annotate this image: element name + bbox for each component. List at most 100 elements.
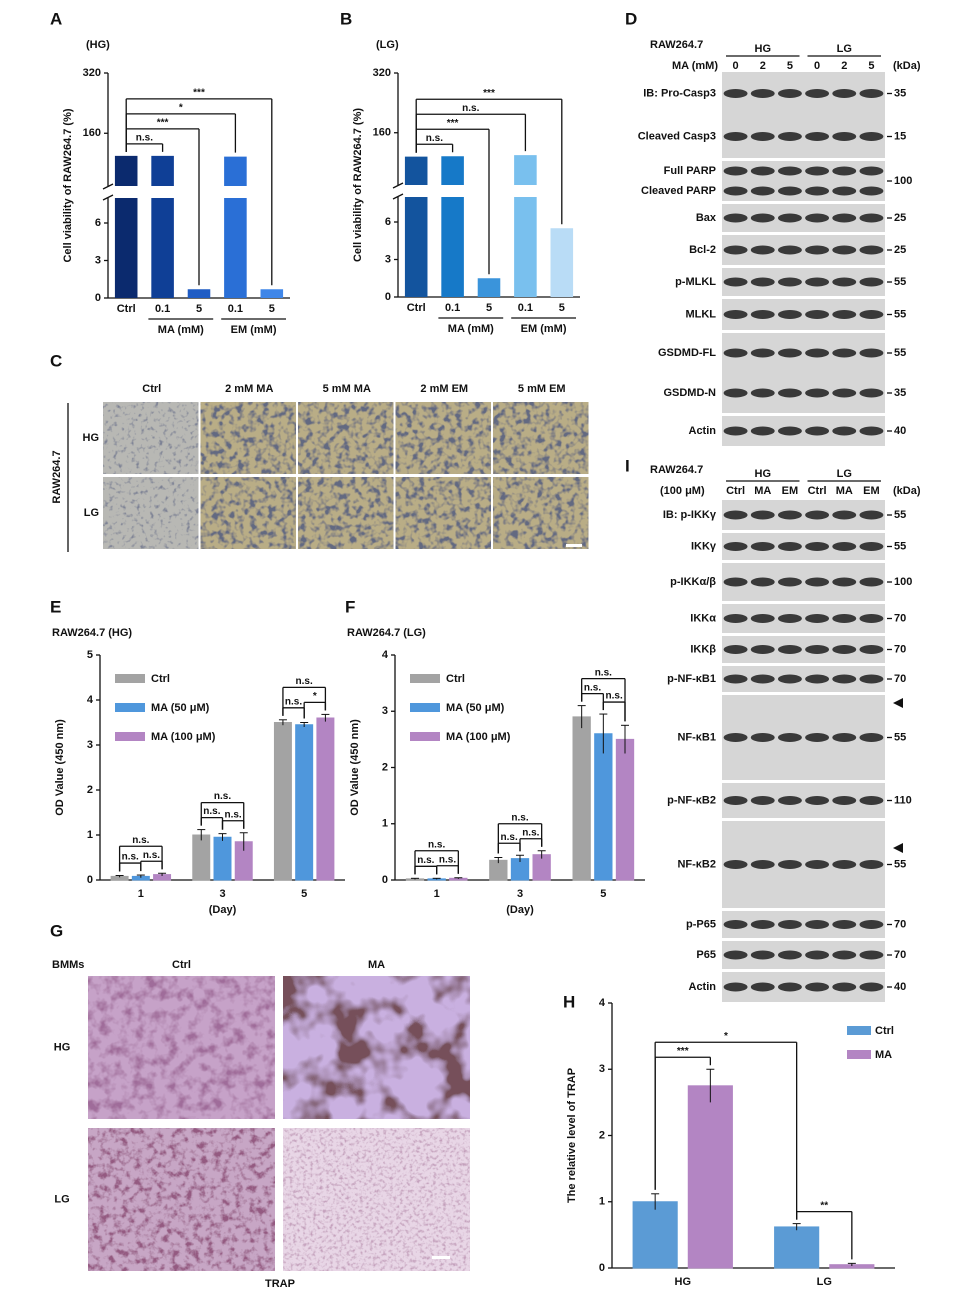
blot-band <box>805 860 830 869</box>
blot-band <box>723 132 748 141</box>
blot-strip <box>722 666 885 692</box>
blot-band <box>832 510 857 520</box>
kda-label: 40 <box>894 425 906 437</box>
column-label: 2 mM MA <box>225 383 273 395</box>
blot-band <box>859 510 884 520</box>
blot-band <box>723 426 748 436</box>
kda-label: 40 <box>894 981 906 993</box>
significance-label: * <box>179 103 183 114</box>
bar <box>514 197 537 297</box>
bar <box>224 156 247 186</box>
significance-label: n.s. <box>296 676 313 687</box>
blot-band <box>805 542 830 551</box>
x-tick-label: 0.1 <box>518 302 533 314</box>
blot-band <box>805 796 830 805</box>
blot-band <box>750 860 775 869</box>
significance-label: n.s. <box>428 839 445 850</box>
legend-swatch <box>115 674 145 683</box>
significance-label: n.s. <box>584 682 601 693</box>
blot-band <box>777 542 802 551</box>
kda-label: 25 <box>894 212 906 224</box>
blot-band <box>750 982 775 992</box>
y-axis-label: Cell viability of RAW264.7 (%) <box>62 108 74 262</box>
blot-strip <box>722 941 885 969</box>
bar <box>404 156 428 185</box>
lane-label: 2 <box>841 60 847 72</box>
significance-label: n.s. <box>462 103 479 114</box>
blot-band <box>723 645 748 654</box>
blot-band <box>832 245 857 255</box>
micrograph <box>283 976 470 1119</box>
blot-band <box>805 245 830 255</box>
unit-label: (kDa) <box>893 485 921 497</box>
panel-letter: G <box>50 921 63 940</box>
blot-label: NF-κB1 <box>677 731 716 743</box>
blot-band <box>723 950 748 960</box>
axis-break <box>102 194 114 201</box>
bar <box>404 197 428 297</box>
blot-band <box>777 310 802 319</box>
group-label: LG <box>837 43 852 55</box>
y-tick-label: 4 <box>382 649 389 661</box>
blot-band <box>777 426 802 436</box>
kda-label: 55 <box>894 731 906 743</box>
blot-band <box>723 614 748 623</box>
blot-band <box>832 277 857 287</box>
blot-band <box>859 132 884 141</box>
kda-label: 55 <box>894 308 906 320</box>
blot-label: GSDMD-N <box>663 387 716 399</box>
blot-band <box>805 674 830 684</box>
lane-label: Ctrl <box>808 485 827 497</box>
y-tick-label: 160 <box>83 127 101 139</box>
legend-label: Ctrl <box>446 673 465 685</box>
kda-label: 55 <box>894 509 906 521</box>
blot-band <box>859 426 884 436</box>
blot-band <box>750 950 775 960</box>
blot-strip <box>722 604 885 633</box>
blot-band <box>805 348 830 358</box>
blot-band <box>750 277 775 287</box>
blot-label: IB: Pro-Casp3 <box>643 87 716 99</box>
significance-label: n.s. <box>143 850 160 861</box>
chart-subtitle: (LG) <box>376 39 399 51</box>
blot-band <box>859 186 884 196</box>
bar <box>295 724 314 881</box>
blot-strip <box>722 161 885 201</box>
blot-band <box>750 542 775 551</box>
micrograph <box>103 477 199 549</box>
blot-band <box>859 950 884 960</box>
column-label: Ctrl <box>142 383 161 395</box>
bar <box>774 1226 820 1269</box>
blot-band <box>805 132 830 141</box>
y-tick-label: 0 <box>599 1262 605 1274</box>
significance-label: *** <box>483 88 495 99</box>
blot-band <box>750 796 775 805</box>
cell-line-label: RAW264.7 <box>650 464 703 476</box>
bar <box>632 1201 678 1269</box>
y-axis-label: The relative level of TRAP <box>566 1068 578 1203</box>
blot-band <box>750 733 775 742</box>
kda-label: 55 <box>894 347 906 359</box>
blot-strip <box>722 695 885 780</box>
bar <box>572 716 591 881</box>
treatment-label: MA (mM) <box>672 60 718 72</box>
y-tick-label: 1 <box>382 818 388 830</box>
blot-band <box>859 674 884 684</box>
micrograph <box>283 1128 470 1271</box>
micrograph <box>200 402 296 474</box>
blot-band <box>805 577 830 587</box>
blot-band <box>777 388 802 398</box>
blot-band <box>805 733 830 742</box>
blot-band <box>832 577 857 587</box>
y-tick-label: 6 <box>95 217 101 229</box>
panel-letter: A <box>50 9 62 28</box>
significance-label: n.s. <box>426 133 443 144</box>
column-label: 5 mM MA <box>323 383 371 395</box>
micrograph <box>88 1128 275 1271</box>
blot-band <box>750 166 775 176</box>
bar <box>687 1085 733 1269</box>
blot-band <box>805 950 830 960</box>
kda-label: 35 <box>894 387 906 399</box>
blot-strip <box>722 235 885 265</box>
blot-strip <box>722 911 885 938</box>
